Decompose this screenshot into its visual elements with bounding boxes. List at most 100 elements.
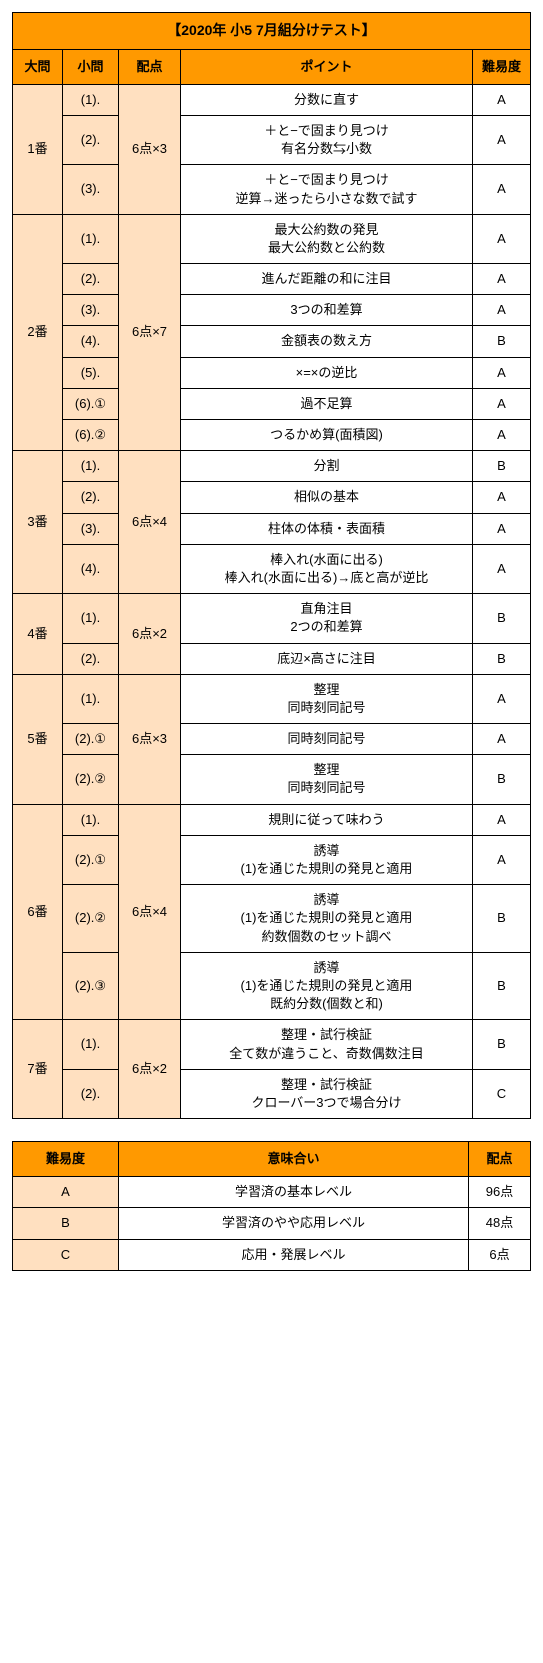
cell-difficulty: A bbox=[473, 214, 531, 263]
table-row: (4).金額表の数え方B bbox=[13, 326, 531, 357]
table-row: 2番(1).6点×7最大公約数の発見最大公約数と公約数A bbox=[13, 214, 531, 263]
cell-daimon: 5番 bbox=[13, 674, 63, 804]
cell-point: ＋と−で固まり見つけ有名分数⇆小数 bbox=[181, 115, 473, 164]
legend-header-row: 難易度 意味合い 配点 bbox=[13, 1142, 531, 1177]
cell-haiten: 6点×2 bbox=[119, 1020, 181, 1119]
legend-cell-difficulty: B bbox=[13, 1208, 119, 1239]
cell-haiten: 6点×2 bbox=[119, 594, 181, 675]
table-row: 5番(1).6点×3整理同時刻同記号A bbox=[13, 674, 531, 723]
cell-daimon: 2番 bbox=[13, 214, 63, 451]
legend-cell-points: 6点 bbox=[469, 1239, 531, 1270]
cell-shomon: (1). bbox=[63, 451, 119, 482]
cell-point: 相似の基本 bbox=[181, 482, 473, 513]
legend-cell-meaning: 学習済のやや応用レベル bbox=[119, 1208, 469, 1239]
cell-point: 底辺×高さに注目 bbox=[181, 643, 473, 674]
cell-point: つるかめ算(面積図) bbox=[181, 420, 473, 451]
legend-cell-points: 96点 bbox=[469, 1177, 531, 1208]
table-row: (6).①過不足算A bbox=[13, 388, 531, 419]
legend-cell-points: 48点 bbox=[469, 1208, 531, 1239]
cell-shomon: (1). bbox=[63, 804, 119, 835]
cell-difficulty: A bbox=[473, 674, 531, 723]
table-row: 3番(1).6点×4分割B bbox=[13, 451, 531, 482]
cell-daimon: 7番 bbox=[13, 1020, 63, 1119]
legend-cell-difficulty: C bbox=[13, 1239, 119, 1270]
table-row: (2).①誘導(1)を通じた規則の発見と適用A bbox=[13, 835, 531, 884]
table-row: 1番(1).6点×3分数に直すA bbox=[13, 84, 531, 115]
title-row: 【2020年 小5 7月組分けテスト】 bbox=[13, 13, 531, 50]
cell-haiten: 6点×4 bbox=[119, 451, 181, 594]
cell-point: 規則に従って味わう bbox=[181, 804, 473, 835]
header-difficulty: 難易度 bbox=[473, 49, 531, 84]
cell-point: ＋と−で固まり見つけ逆算→迷ったら小さな数で試す bbox=[181, 165, 473, 214]
cell-shomon: (4). bbox=[63, 326, 119, 357]
legend-row: B学習済のやや応用レベル48点 bbox=[13, 1208, 531, 1239]
cell-point: 誘導(1)を通じた規則の発見と適用約数個数のセット調べ bbox=[181, 885, 473, 953]
cell-point: 金額表の数え方 bbox=[181, 326, 473, 357]
cell-point: 過不足算 bbox=[181, 388, 473, 419]
cell-difficulty: A bbox=[473, 295, 531, 326]
cell-point: 分数に直す bbox=[181, 84, 473, 115]
table-row: (3). 3つの和差算A bbox=[13, 295, 531, 326]
legend-row: A学習済の基本レベル96点 bbox=[13, 1177, 531, 1208]
cell-difficulty: A bbox=[473, 544, 531, 593]
legend-row: C応用・発展レベル6点 bbox=[13, 1239, 531, 1270]
cell-shomon: (2).② bbox=[63, 885, 119, 953]
table-row: (3). ＋と−で固まり見つけ逆算→迷ったら小さな数で試すA bbox=[13, 165, 531, 214]
cell-haiten: 6点×7 bbox=[119, 214, 181, 451]
legend-cell-meaning: 学習済の基本レベル bbox=[119, 1177, 469, 1208]
cell-difficulty: B bbox=[473, 643, 531, 674]
cell-shomon: (2).② bbox=[63, 755, 119, 804]
cell-difficulty: A bbox=[473, 804, 531, 835]
cell-difficulty: A bbox=[473, 84, 531, 115]
cell-shomon: (1). bbox=[63, 214, 119, 263]
cell-daimon: 4番 bbox=[13, 594, 63, 675]
cell-point: 最大公約数の発見最大公約数と公約数 bbox=[181, 214, 473, 263]
cell-haiten: 6点×3 bbox=[119, 84, 181, 214]
cell-difficulty: A bbox=[473, 165, 531, 214]
cell-shomon: (3). bbox=[63, 295, 119, 326]
cell-point: ×=×の逆比 bbox=[181, 357, 473, 388]
table-row: 6番(1).6点×4規則に従って味わうA bbox=[13, 804, 531, 835]
cell-shomon: (2). bbox=[63, 1069, 119, 1118]
cell-shomon: (6).① bbox=[63, 388, 119, 419]
cell-shomon: (5). bbox=[63, 357, 119, 388]
cell-difficulty: A bbox=[473, 513, 531, 544]
table-row: (6).② つるかめ算(面積図)A bbox=[13, 420, 531, 451]
cell-point: 整理同時刻同記号 bbox=[181, 755, 473, 804]
header-row: 大問 小問 配点 ポイント 難易度 bbox=[13, 49, 531, 84]
cell-daimon: 6番 bbox=[13, 804, 63, 1020]
cell-difficulty: A bbox=[473, 420, 531, 451]
cell-point: 整理同時刻同記号 bbox=[181, 674, 473, 723]
cell-shomon: (4). bbox=[63, 544, 119, 593]
cell-point: 分割 bbox=[181, 451, 473, 482]
cell-point: 柱体の体積・表面積 bbox=[181, 513, 473, 544]
cell-difficulty: A bbox=[473, 835, 531, 884]
legend-table: 難易度 意味合い 配点 A学習済の基本レベル96点B学習済のやや応用レベル48点… bbox=[12, 1141, 531, 1271]
cell-point: 進んだ距離の和に注目 bbox=[181, 264, 473, 295]
legend-header-points: 配点 bbox=[469, 1142, 531, 1177]
table-row: (2). 底辺×高さに注目B bbox=[13, 643, 531, 674]
cell-shomon: (3). bbox=[63, 165, 119, 214]
cell-point: 3つの和差算 bbox=[181, 295, 473, 326]
legend-cell-difficulty: A bbox=[13, 1177, 119, 1208]
cell-difficulty: A bbox=[473, 482, 531, 513]
cell-difficulty: A bbox=[473, 724, 531, 755]
legend-cell-meaning: 応用・発展レベル bbox=[119, 1239, 469, 1270]
cell-haiten: 6点×4 bbox=[119, 804, 181, 1020]
cell-daimon: 3番 bbox=[13, 451, 63, 594]
cell-difficulty: C bbox=[473, 1069, 531, 1118]
table-row: (4). 棒入れ(水面に出る)棒入れ(水面に出る)→底と高が逆比A bbox=[13, 544, 531, 593]
cell-point: 棒入れ(水面に出る)棒入れ(水面に出る)→底と高が逆比 bbox=[181, 544, 473, 593]
cell-shomon: (6).② bbox=[63, 420, 119, 451]
cell-shomon: (1). bbox=[63, 1020, 119, 1069]
cell-point: 同時刻同記号 bbox=[181, 724, 473, 755]
cell-shomon: (2). bbox=[63, 482, 119, 513]
legend-header-difficulty: 難易度 bbox=[13, 1142, 119, 1177]
cell-difficulty: B bbox=[473, 952, 531, 1020]
table-row: 4番(1).6点×2直角注目2つの和差算B bbox=[13, 594, 531, 643]
cell-shomon: (2). bbox=[63, 643, 119, 674]
cell-haiten: 6点×3 bbox=[119, 674, 181, 804]
cell-shomon: (1). bbox=[63, 594, 119, 643]
cell-difficulty: A bbox=[473, 115, 531, 164]
table-row: 7番(1).6点×2整理・試行検証全て数が違うこと、奇数偶数注目B bbox=[13, 1020, 531, 1069]
